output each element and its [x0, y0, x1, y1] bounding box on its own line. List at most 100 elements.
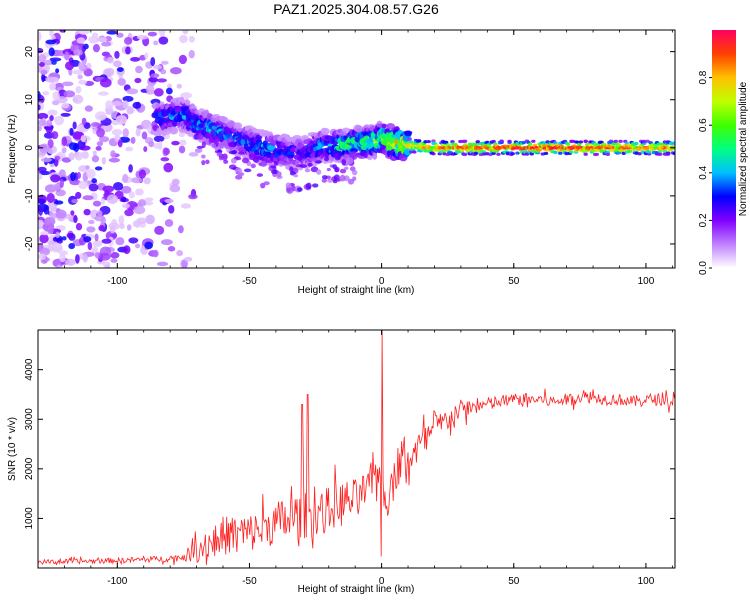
- spectrogram-cell: [367, 154, 373, 161]
- spectrogram-cell: [122, 95, 134, 102]
- spectrogram-cell: [650, 146, 654, 150]
- spectrogram-cell: [40, 69, 48, 75]
- spectrogram-cell: [305, 182, 312, 190]
- spectrogram-cell: [153, 88, 164, 97]
- spectrogram-cell: [248, 153, 257, 161]
- spectrogram-cell: [141, 131, 148, 140]
- spectrogram-cell: [156, 78, 167, 83]
- spectrogram-cell: [618, 139, 623, 143]
- spectrogram-cell: [623, 146, 627, 150]
- spectrogram-cell: [472, 142, 477, 146]
- spectrogram-cell: [78, 180, 88, 190]
- spectrogram-cell: [101, 238, 112, 244]
- spectrogram-cell: [500, 146, 503, 150]
- spectrogram-cell: [344, 166, 349, 170]
- spectrogram-cell: [136, 34, 149, 40]
- spectrogram-cell: [590, 146, 593, 150]
- x-tick-label: 50: [508, 276, 520, 287]
- spectrogram-cell: [270, 165, 276, 169]
- spectrogram-cell: [51, 131, 59, 140]
- spectrogram-cell: [481, 152, 487, 156]
- spectrogram-cell: [184, 256, 193, 262]
- spectrogram-cell: [72, 69, 83, 75]
- spectrogram-cell: [136, 217, 147, 225]
- spectrogram-cell: [442, 149, 447, 153]
- spectrogram-cell: [61, 81, 74, 87]
- spectrogram-cell: [225, 132, 233, 139]
- spectrogram-cell: [491, 151, 496, 155]
- spectrogram-cell: [43, 60, 54, 66]
- spectrogram-cell: [96, 37, 108, 42]
- spectrogram-cell: [433, 146, 436, 150]
- spectrogram-cell: [276, 171, 282, 177]
- spectrogram-cell: [105, 230, 118, 241]
- spectrogram-cell: [543, 151, 549, 156]
- spectrogram-cell: [113, 182, 124, 191]
- spectrogram-cell: [196, 145, 204, 149]
- spectrogram-cell: [655, 146, 658, 150]
- spectrogram-cell: [110, 150, 116, 158]
- spectrogram-cell: [38, 253, 47, 260]
- spectrogram-cell: [153, 40, 159, 46]
- spectrogram-cell: [664, 146, 668, 150]
- spectrogram-cell: [124, 209, 134, 217]
- spectrogram-cell: [615, 146, 619, 150]
- spectrogram-cell: [88, 219, 95, 225]
- y-tick-label: 3000: [24, 408, 35, 431]
- spectrogram-cell: [267, 159, 274, 163]
- spectrogram-cell: [323, 156, 330, 162]
- spectrogram-cell: [95, 111, 107, 121]
- spectrogram-cell: [94, 166, 103, 171]
- spectrogram-cell: [94, 233, 99, 242]
- spectrogram-cell: [102, 185, 115, 193]
- x-tick-label: -100: [107, 576, 127, 587]
- spectrogram-cell: [354, 125, 363, 133]
- spectrogram-cell: [137, 199, 147, 207]
- spectrogram-cell: [52, 91, 60, 101]
- spectrogram-cell: [105, 100, 114, 110]
- spectrogram-cell: [550, 146, 554, 150]
- spectrogram-cell: [341, 127, 351, 133]
- spectrogram-cell: [287, 154, 295, 159]
- spectrogram-cell: [38, 31, 42, 41]
- spectrogram-cell: [154, 225, 165, 235]
- spectrogram-cell: [351, 169, 358, 176]
- spectrogram-cell: [285, 182, 292, 189]
- spectrogram-cell: [49, 30, 54, 38]
- spectrogram-cell: [128, 237, 139, 244]
- colorbar-gradient: [712, 30, 736, 268]
- spectrogram-cell: [114, 50, 120, 59]
- spectrogram-cell: [160, 157, 170, 162]
- spectrogram-cell: [95, 146, 102, 151]
- spectrogram-cell: [289, 166, 294, 173]
- spectrogram-cell: [616, 143, 622, 147]
- spectrogram-cell: [138, 169, 147, 179]
- spectrogram-cell: [41, 73, 46, 83]
- spectrogram-cell: [179, 34, 188, 44]
- spectrogram-cell: [255, 156, 264, 160]
- spectrogram-cell: [184, 99, 191, 106]
- spectrogram-cell: [61, 147, 67, 154]
- spectrogram-cell: [40, 157, 53, 163]
- spectrogram-cell: [170, 67, 182, 75]
- spectrogram-cell: [152, 249, 159, 258]
- spectrogram-cell: [230, 157, 237, 164]
- spectrogram-cell: [310, 166, 319, 173]
- spectrogram-cell: [346, 157, 354, 165]
- spectrogram-cell: [91, 121, 100, 128]
- spectrogram-cell: [474, 151, 479, 155]
- spectrogram-cell: [153, 135, 165, 143]
- spectrogram-cell: [256, 173, 263, 177]
- spectrogram-cell: [59, 253, 66, 263]
- spectrogram-cell: [38, 119, 47, 127]
- spectrogram-cell: [73, 49, 83, 56]
- spectrogram-cell: [641, 146, 644, 150]
- spectrogram-cell: [181, 113, 188, 120]
- spectrogram-cell: [55, 68, 60, 74]
- colorbar-tick-label: 0.6: [698, 118, 709, 132]
- spectrogram-cell: [81, 151, 89, 159]
- spectrogram-cell: [417, 146, 420, 150]
- spectrogram-cell: [293, 173, 299, 178]
